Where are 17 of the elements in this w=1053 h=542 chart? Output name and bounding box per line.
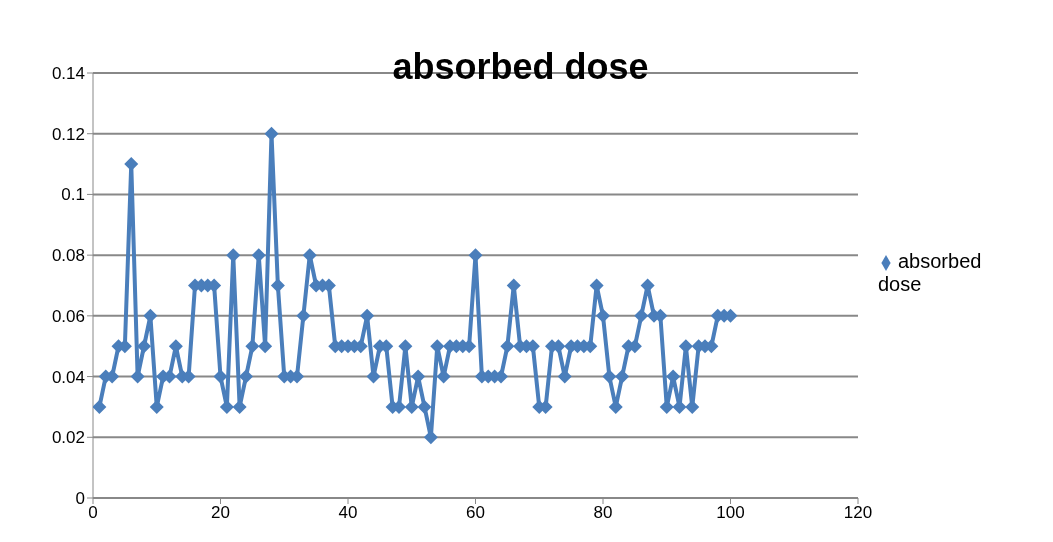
y-tick-label: 0.1 — [61, 185, 85, 205]
x-tick-label: 40 — [338, 503, 358, 523]
y-tick-label: 0 — [75, 489, 85, 509]
x-tick-label: 60 — [466, 503, 485, 523]
chart-title: absorbed dose — [391, 46, 650, 88]
legend-label: absorbed dose — [878, 250, 982, 295]
y-tick-label: 0.06 — [51, 306, 85, 326]
x-tick-label: 80 — [593, 503, 613, 523]
y-tick-label: 0.12 — [51, 124, 85, 144]
y-tick-label: 0.08 — [51, 246, 85, 266]
y-tick-label: 0.02 — [51, 428, 85, 448]
x-tick-label: 120 — [843, 503, 873, 523]
x-tick-label: 20 — [211, 503, 230, 523]
x-tick-label: 0 — [88, 503, 98, 523]
y-tick-label: 0.14 — [51, 64, 85, 84]
x-tick-label: 100 — [716, 503, 745, 523]
y-tick-label: 0.04 — [51, 367, 85, 387]
